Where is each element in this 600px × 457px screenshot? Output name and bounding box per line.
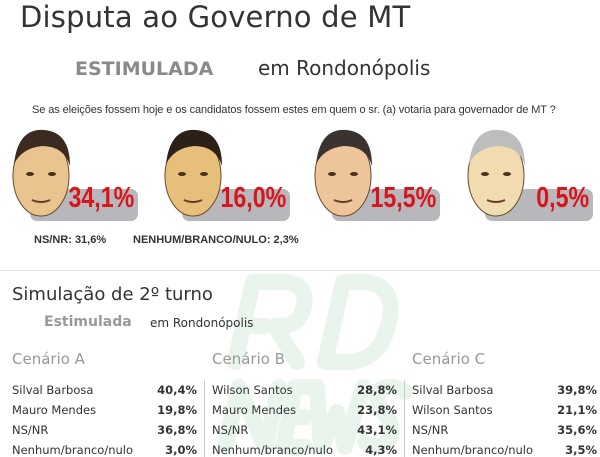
page-title: Disputa ao Governo de MT bbox=[20, 0, 411, 34]
row-label: Silval Barbosa bbox=[12, 383, 94, 397]
section-mode: Estimulada bbox=[44, 314, 132, 330]
scenario-c: Cenário C Silval Barbosa 39,8% Wilson Santo… bbox=[412, 350, 597, 457]
row-label: Nenhum/branco/nulo bbox=[12, 443, 134, 457]
row-label: Wilson Santos bbox=[412, 403, 493, 417]
candidate-4: 0,5% bbox=[463, 124, 593, 224]
row-value: 39,8% bbox=[557, 383, 597, 397]
table-row: Wilson Santos 21,1% bbox=[412, 400, 597, 420]
scenario-title: Cenário A bbox=[12, 350, 85, 368]
section-location: em Rondonópolis bbox=[150, 316, 254, 330]
survey-location: em Rondonópolis bbox=[258, 56, 431, 80]
candidate-percent: 15,5% bbox=[370, 182, 436, 214]
candidate-caricature-icon bbox=[467, 129, 525, 217]
candidate-percent: 34,1% bbox=[68, 182, 134, 214]
candidate-caricature-icon bbox=[164, 129, 222, 217]
row-value: 19,8% bbox=[157, 403, 197, 417]
table-row: Nenhum/branco/nulo 3,5% bbox=[412, 440, 597, 457]
table-row: NS/NR 36,8% bbox=[12, 420, 197, 440]
row-value: 23,8% bbox=[357, 403, 397, 417]
row-value: 40,4% bbox=[157, 383, 197, 397]
scenario-title: Cenário C bbox=[412, 350, 486, 368]
scenario-a: Cenário A Silval Barbosa 40,4% Mauro Mendes… bbox=[12, 350, 197, 457]
row-value: 36,8% bbox=[157, 423, 197, 437]
table-row: Silval Barbosa 40,4% bbox=[12, 380, 197, 400]
row-value: 3,5% bbox=[565, 443, 597, 457]
survey-question: Se as eleições fossem hoje e os candidat… bbox=[32, 104, 556, 116]
table-row: Wilson Santos 28,8% bbox=[212, 380, 397, 400]
table-row: Nenhum/branco/nulo 3,0% bbox=[12, 440, 197, 457]
table-row: NS/NR 43,1% bbox=[212, 420, 397, 440]
table-row: Mauro Mendes 23,8% bbox=[212, 400, 397, 420]
row-value: 4,3% bbox=[365, 443, 397, 457]
candidate-1: 34,1% bbox=[8, 124, 138, 224]
column-divider bbox=[204, 380, 205, 457]
watermark-logo bbox=[217, 274, 413, 455]
row-label: Nenhum/branco/nulo bbox=[412, 443, 534, 457]
row-label: NS/NR bbox=[12, 423, 49, 437]
column-divider bbox=[404, 380, 405, 457]
row-label: Nenhum/branco/nulo bbox=[212, 443, 334, 457]
row-value: 35,6% bbox=[557, 423, 597, 437]
candidate-percent: 16,0% bbox=[220, 182, 286, 214]
row-label: Mauro Mendes bbox=[212, 403, 297, 417]
scenario-b: Cenário B Wilson Santos 28,8% Mauro Mendes 2… bbox=[212, 350, 397, 457]
table-row: NS/NR 35,6% bbox=[412, 420, 597, 440]
table-row: Nenhum/branco/nulo 4,3% bbox=[212, 440, 397, 457]
candidate-2: 16,0% bbox=[160, 124, 290, 224]
candidate-3: 15,5% bbox=[310, 124, 440, 224]
candidate-caricature-icon bbox=[12, 129, 70, 217]
row-label: Wilson Santos bbox=[212, 383, 293, 397]
survey-mode: ESTIMULADA bbox=[75, 58, 214, 80]
row-label: NS/NR bbox=[412, 423, 449, 437]
row-label: NS/NR bbox=[212, 423, 249, 437]
row-value: 43,1% bbox=[357, 423, 397, 437]
row-label: Silval Barbosa bbox=[412, 383, 494, 397]
row-value: 3,0% bbox=[165, 443, 197, 457]
row-value: 21,1% bbox=[557, 403, 597, 417]
candidate-percent: 0,5% bbox=[536, 182, 589, 214]
ns-nr-note: NS/NR: 31,6% bbox=[34, 234, 107, 246]
row-label: Mauro Mendes bbox=[12, 403, 97, 417]
section-title: Simulação de 2º turno bbox=[12, 284, 213, 305]
row-value: 28,8% bbox=[357, 383, 397, 397]
table-row: Silval Barbosa 39,8% bbox=[412, 380, 597, 400]
candidate-caricature-icon bbox=[314, 129, 372, 217]
table-row: Mauro Mendes 19,8% bbox=[12, 400, 197, 420]
nenhum-note: NENHUM/BRANCO/NULO: 2,3% bbox=[133, 234, 299, 246]
divider bbox=[0, 270, 600, 271]
scenario-title: Cenário B bbox=[212, 350, 285, 368]
